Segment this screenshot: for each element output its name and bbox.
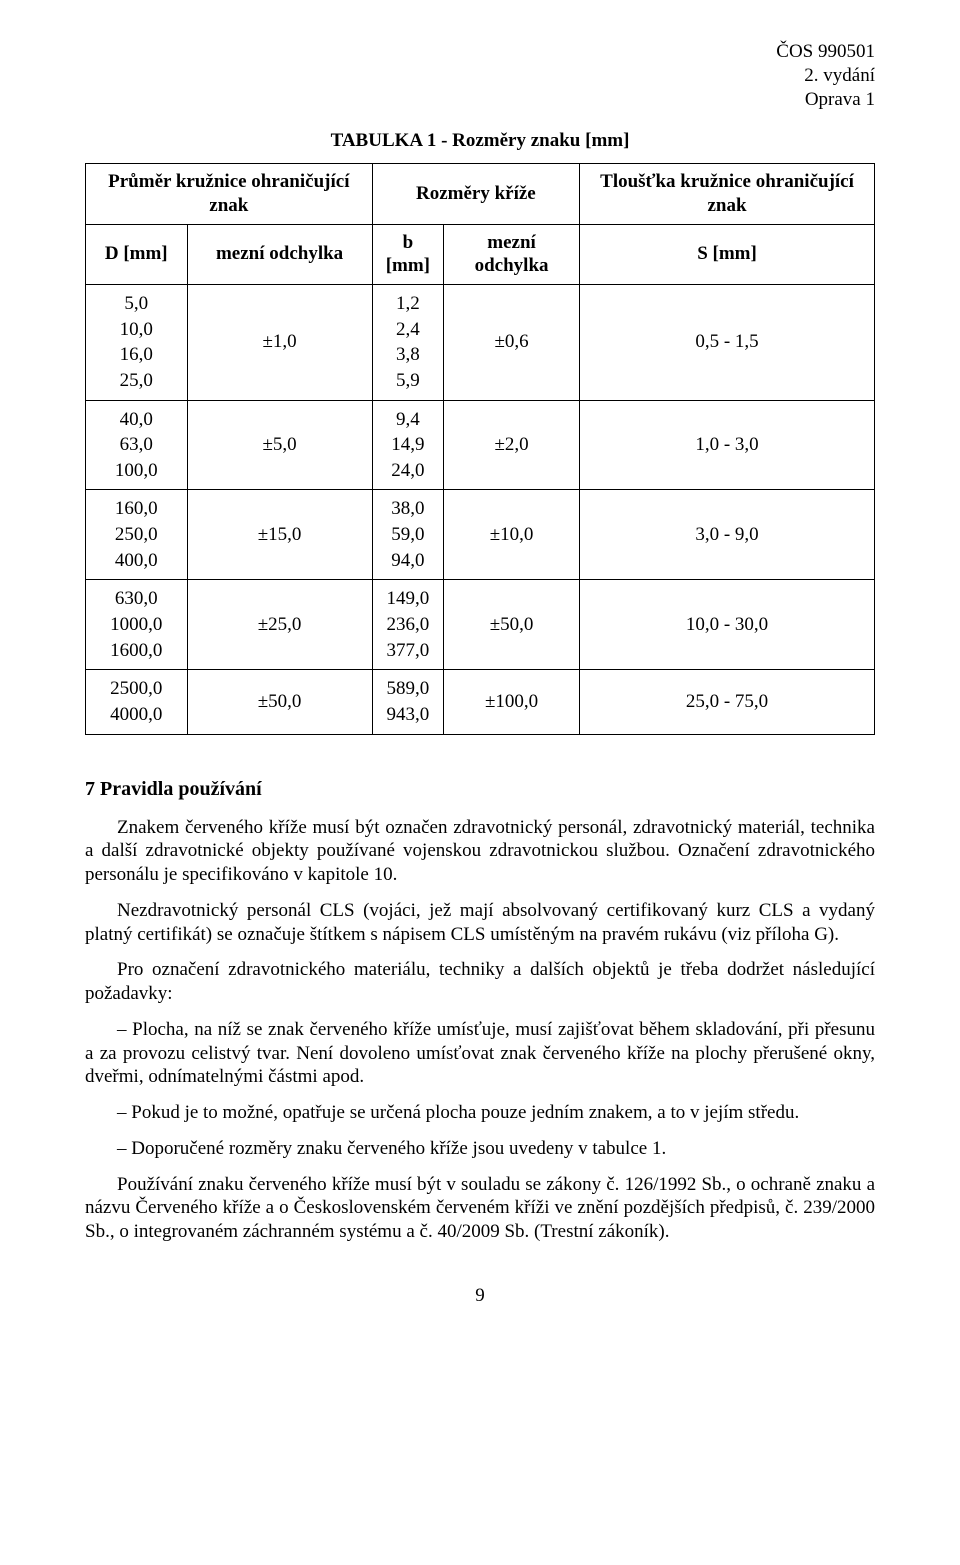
cell-s: 1,0 - 3,0 — [580, 400, 875, 490]
section-heading: 7 Pravidla používání — [85, 777, 875, 802]
cell-d: 5,0 10,0 16,0 25,0 — [86, 285, 188, 401]
header-b: b [mm] — [372, 224, 443, 285]
table-row: 5,0 10,0 16,0 25,0 ±1,0 1,2 2,4 3,8 5,9 … — [86, 285, 875, 401]
cell-value: 2500,0 — [92, 676, 181, 702]
cell-d-dev: ±5,0 — [187, 400, 372, 490]
cell-value: 3,8 — [379, 342, 437, 368]
cell-s: 0,5 - 1,5 — [580, 285, 875, 401]
cell-value: 25,0 — [92, 368, 181, 394]
header-b-dev: mezní odchylka — [444, 224, 580, 285]
cell-d-dev: ±15,0 — [187, 490, 372, 580]
header-line-2: 2. vydání — [85, 64, 875, 88]
list-item: Plocha, na níž se znak červeného kříže u… — [85, 1018, 875, 1089]
cell-d-dev: ±25,0 — [187, 580, 372, 670]
table-row: 160,0 250,0 400,0 ±15,0 38,0 59,0 94,0 ±… — [86, 490, 875, 580]
header-s: S [mm] — [580, 224, 875, 285]
cell-b-dev: ±50,0 — [444, 580, 580, 670]
cell-value: 400,0 — [92, 548, 181, 574]
cell-value: 14,9 — [379, 432, 437, 458]
cell-value: 377,0 — [379, 638, 437, 664]
dimensions-table: Průměr kružnice ohraničující znak Rozměr… — [85, 163, 875, 735]
paragraph: Znakem červeného kříže musí být označen … — [85, 816, 875, 887]
cell-b-dev: ±2,0 — [444, 400, 580, 490]
cell-value: 24,0 — [379, 458, 437, 484]
cell-value: 943,0 — [379, 702, 437, 728]
header-thickness: Tloušťka kružnice ohraničující znak — [580, 164, 875, 225]
cell-s: 3,0 - 9,0 — [580, 490, 875, 580]
cell-value: 9,4 — [379, 407, 437, 433]
list-text: Pokud je to možné, opatřuje se určená pl… — [131, 1102, 799, 1123]
cell-value: 5,0 — [92, 291, 181, 317]
cell-value: 589,0 — [379, 676, 437, 702]
paragraph: Pro označení zdravotnického materiálu, t… — [85, 958, 875, 1006]
table-row: 40,0 63,0 100,0 ±5,0 9,4 14,9 24,0 ±2,0 … — [86, 400, 875, 490]
list-item: Doporučené rozměry znaku červeného kříže… — [85, 1137, 875, 1161]
table-row: 630,0 1000,0 1600,0 ±25,0 149,0 236,0 37… — [86, 580, 875, 670]
cell-d: 160,0 250,0 400,0 — [86, 490, 188, 580]
cell-b-dev: ±10,0 — [444, 490, 580, 580]
cell-value: 2,4 — [379, 317, 437, 343]
table-row: 2500,0 4000,0 ±50,0 589,0 943,0 ±100,0 2… — [86, 670, 875, 734]
cell-s: 10,0 - 30,0 — [580, 580, 875, 670]
cell-value: 59,0 — [379, 522, 437, 548]
cell-value: 4000,0 — [92, 702, 181, 728]
cell-b: 9,4 14,9 24,0 — [372, 400, 443, 490]
cell-value: 5,9 — [379, 368, 437, 394]
header-line-3: Oprava 1 — [85, 88, 875, 112]
cell-b: 1,2 2,4 3,8 5,9 — [372, 285, 443, 401]
paragraph: Používání znaku červeného kříže musí být… — [85, 1173, 875, 1244]
cell-value: 38,0 — [379, 496, 437, 522]
cell-value: 1000,0 — [92, 612, 181, 638]
header-d-dev: mezní odchylka — [187, 224, 372, 285]
cell-b-dev: ±100,0 — [444, 670, 580, 734]
list-text: Doporučené rozměry znaku červeného kříže… — [131, 1138, 666, 1159]
cell-d: 630,0 1000,0 1600,0 — [86, 580, 188, 670]
cell-value: 250,0 — [92, 522, 181, 548]
cell-d: 2500,0 4000,0 — [86, 670, 188, 734]
cell-value: 160,0 — [92, 496, 181, 522]
cell-d: 40,0 63,0 100,0 — [86, 400, 188, 490]
list-text: Plocha, na níž se znak červeného kříže u… — [85, 1019, 875, 1088]
cell-b: 38,0 59,0 94,0 — [372, 490, 443, 580]
cell-value: 10,0 — [92, 317, 181, 343]
cell-d-dev: ±50,0 — [187, 670, 372, 734]
cell-d-dev: ±1,0 — [187, 285, 372, 401]
header-diameter: Průměr kružnice ohraničující znak — [86, 164, 373, 225]
cell-b: 149,0 236,0 377,0 — [372, 580, 443, 670]
header-line-1: ČOS 990501 — [85, 40, 875, 64]
cell-value: 63,0 — [92, 432, 181, 458]
cell-s: 25,0 - 75,0 — [580, 670, 875, 734]
cell-b: 589,0 943,0 — [372, 670, 443, 734]
cell-value: 1600,0 — [92, 638, 181, 664]
list-item: Pokud je to možné, opatřuje se určená pl… — [85, 1101, 875, 1125]
header-d: D [mm] — [86, 224, 188, 285]
cell-value: 94,0 — [379, 548, 437, 574]
cell-value: 236,0 — [379, 612, 437, 638]
cell-value: 1,2 — [379, 291, 437, 317]
table-header-row-1: Průměr kružnice ohraničující znak Rozměr… — [86, 164, 875, 225]
cell-value: 149,0 — [379, 586, 437, 612]
table-title: TABULKA 1 - Rozměry znaku [mm] — [85, 129, 875, 153]
cell-value: 40,0 — [92, 407, 181, 433]
cell-value: 630,0 — [92, 586, 181, 612]
cell-value: 16,0 — [92, 342, 181, 368]
paragraph: Nezdravotnický personál CLS (vojáci, jež… — [85, 899, 875, 947]
cell-b-dev: ±0,6 — [444, 285, 580, 401]
cell-value: 100,0 — [92, 458, 181, 484]
document-header: ČOS 990501 2. vydání Oprava 1 — [85, 40, 875, 111]
document-page: ČOS 990501 2. vydání Oprava 1 TABULKA 1 … — [0, 0, 960, 1565]
page-number: 9 — [85, 1284, 875, 1308]
header-cross: Rozměry kříže — [372, 164, 579, 225]
table-header-row-2: D [mm] mezní odchylka b [mm] mezní odchy… — [86, 224, 875, 285]
